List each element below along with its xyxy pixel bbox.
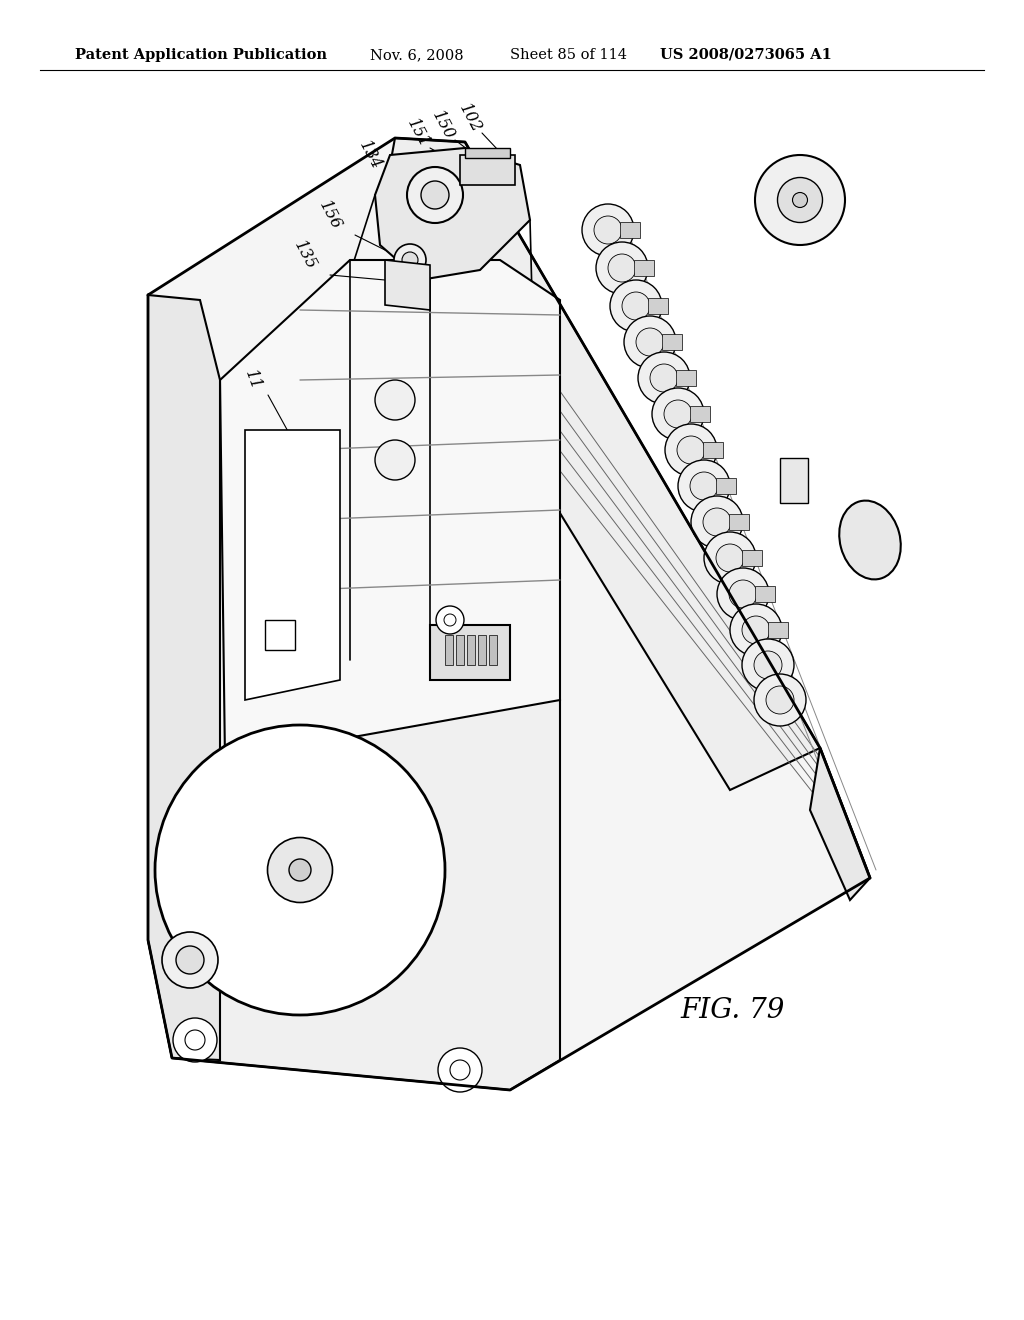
Bar	[755, 586, 775, 602]
Ellipse shape	[596, 242, 648, 294]
Polygon shape	[380, 139, 820, 789]
Polygon shape	[810, 748, 870, 900]
Bar	[676, 370, 696, 385]
Ellipse shape	[690, 473, 718, 500]
Ellipse shape	[624, 315, 676, 368]
Bar	[634, 260, 654, 276]
Ellipse shape	[777, 177, 822, 223]
Ellipse shape	[610, 280, 662, 333]
Bar	[265, 620, 295, 649]
Text: Nov. 6, 2008: Nov. 6, 2008	[370, 48, 464, 62]
Ellipse shape	[755, 154, 845, 246]
Text: 11: 11	[242, 367, 264, 392]
Ellipse shape	[638, 352, 690, 404]
Polygon shape	[148, 294, 220, 1060]
Ellipse shape	[622, 292, 650, 319]
Ellipse shape	[729, 579, 757, 609]
Circle shape	[176, 946, 204, 974]
Circle shape	[450, 1060, 470, 1080]
Ellipse shape	[665, 424, 717, 477]
Ellipse shape	[677, 436, 705, 465]
Ellipse shape	[289, 859, 311, 880]
Ellipse shape	[664, 400, 692, 428]
Bar	[662, 334, 682, 350]
Circle shape	[185, 1030, 205, 1049]
Text: 134: 134	[355, 137, 385, 173]
Bar	[620, 222, 640, 238]
Ellipse shape	[742, 639, 794, 690]
Ellipse shape	[267, 837, 333, 903]
Circle shape	[407, 168, 463, 223]
Bar	[478, 635, 486, 665]
Circle shape	[402, 252, 418, 268]
Bar	[690, 407, 710, 422]
Polygon shape	[148, 139, 870, 1090]
Text: 135: 135	[291, 238, 319, 272]
Polygon shape	[385, 260, 430, 310]
Bar	[460, 154, 515, 185]
Ellipse shape	[594, 216, 622, 244]
Ellipse shape	[155, 725, 445, 1015]
Bar	[742, 550, 762, 566]
Circle shape	[173, 1018, 217, 1063]
Text: Patent Application Publication: Patent Application Publication	[75, 48, 327, 62]
Ellipse shape	[691, 496, 743, 548]
Text: 156: 156	[315, 198, 345, 232]
Bar	[456, 635, 464, 665]
Ellipse shape	[742, 616, 770, 644]
Ellipse shape	[703, 508, 731, 536]
Bar	[780, 458, 808, 503]
Bar	[768, 622, 788, 638]
Circle shape	[375, 380, 415, 420]
Ellipse shape	[636, 327, 664, 356]
Bar	[445, 635, 453, 665]
Text: 102: 102	[456, 100, 484, 136]
Ellipse shape	[678, 459, 730, 512]
Circle shape	[436, 606, 464, 634]
Polygon shape	[375, 148, 530, 280]
Bar	[648, 298, 668, 314]
Text: US 2008/0273065 A1: US 2008/0273065 A1	[660, 48, 831, 62]
Circle shape	[394, 244, 426, 276]
Bar	[430, 624, 510, 680]
Bar	[465, 148, 510, 158]
Ellipse shape	[730, 605, 782, 656]
Text: 151: 151	[403, 116, 432, 150]
Polygon shape	[220, 260, 560, 760]
Ellipse shape	[705, 532, 756, 583]
Bar	[703, 442, 723, 458]
Circle shape	[421, 181, 449, 209]
Ellipse shape	[716, 544, 744, 572]
Circle shape	[438, 1048, 482, 1092]
Text: 150: 150	[428, 108, 458, 143]
Text: FIG. 79: FIG. 79	[680, 997, 784, 1023]
Bar	[489, 635, 497, 665]
Ellipse shape	[754, 651, 782, 678]
Ellipse shape	[652, 388, 705, 440]
Bar	[729, 513, 749, 531]
Ellipse shape	[793, 193, 808, 207]
Ellipse shape	[650, 364, 678, 392]
Circle shape	[162, 932, 218, 987]
Bar	[716, 478, 736, 494]
Bar	[467, 635, 475, 665]
Text: Sheet 85 of 114: Sheet 85 of 114	[510, 48, 627, 62]
Ellipse shape	[840, 500, 901, 579]
Ellipse shape	[754, 675, 806, 726]
Ellipse shape	[582, 205, 634, 256]
Ellipse shape	[717, 568, 769, 620]
Ellipse shape	[766, 686, 794, 714]
Polygon shape	[245, 430, 340, 700]
Text: =: =	[792, 475, 797, 484]
Ellipse shape	[608, 253, 636, 282]
Circle shape	[375, 440, 415, 480]
Circle shape	[444, 614, 456, 626]
Polygon shape	[148, 620, 560, 1090]
